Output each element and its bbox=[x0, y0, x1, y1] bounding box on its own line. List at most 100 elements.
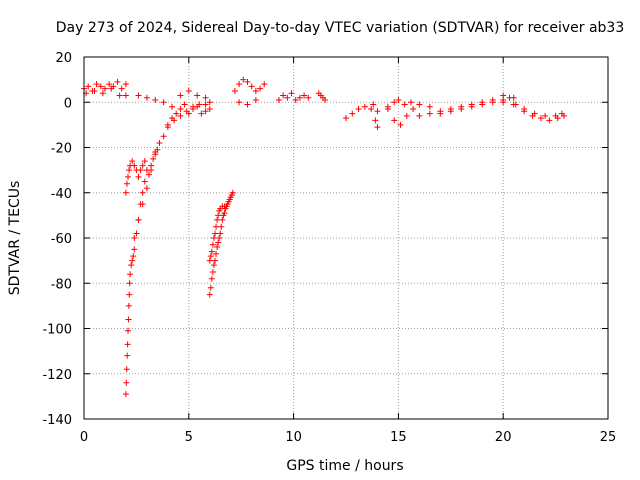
data-point bbox=[212, 257, 218, 264]
data-point bbox=[391, 99, 398, 106]
data-point bbox=[122, 189, 129, 196]
data-point bbox=[131, 246, 138, 253]
data-point bbox=[401, 101, 408, 108]
series-arc-late-a bbox=[343, 103, 381, 122]
grid bbox=[84, 57, 608, 419]
x-tick-label: 20 bbox=[495, 430, 512, 445]
data-point bbox=[214, 216, 221, 223]
data-point bbox=[208, 275, 215, 282]
data-point bbox=[236, 81, 243, 88]
data-point bbox=[202, 101, 209, 108]
x-tick-label: 5 bbox=[185, 430, 193, 445]
data-point bbox=[248, 83, 255, 90]
data-point bbox=[560, 112, 567, 119]
series-arc-drop-a bbox=[122, 178, 148, 398]
data-point bbox=[125, 173, 132, 180]
series-arc-late-b bbox=[370, 96, 414, 131]
data-point bbox=[296, 94, 303, 101]
data-point bbox=[506, 94, 513, 101]
series-arc-short bbox=[275, 90, 312, 103]
data-point bbox=[106, 81, 113, 88]
data-point bbox=[280, 92, 287, 99]
data-point bbox=[546, 117, 553, 124]
series-arc-hump bbox=[135, 87, 213, 110]
chart-title: Day 273 of 2024, Sidereal Day-to-day VTE… bbox=[56, 20, 625, 36]
series-arc-mid bbox=[206, 189, 236, 298]
data-point bbox=[207, 253, 214, 260]
data-point bbox=[133, 230, 140, 237]
data-point bbox=[122, 92, 129, 99]
series-arc-early-low bbox=[83, 85, 129, 99]
data-point bbox=[123, 180, 130, 187]
series-arc-tiny bbox=[315, 90, 329, 103]
data-point bbox=[194, 92, 201, 99]
data-point bbox=[355, 106, 362, 113]
data-point bbox=[152, 151, 159, 158]
data-point bbox=[370, 101, 377, 108]
data-point bbox=[131, 162, 138, 169]
data-point bbox=[322, 96, 329, 103]
data-point bbox=[213, 250, 220, 257]
data-point bbox=[479, 99, 486, 106]
data-point bbox=[202, 94, 209, 101]
data-point bbox=[177, 92, 184, 99]
data-point bbox=[489, 96, 496, 103]
data-point bbox=[213, 223, 220, 230]
data-point bbox=[374, 108, 381, 115]
data-point bbox=[137, 167, 144, 174]
data-point bbox=[141, 158, 148, 165]
data-point bbox=[426, 110, 433, 117]
data-point bbox=[206, 257, 213, 264]
data-point bbox=[150, 155, 157, 162]
series-arc-drop-b bbox=[122, 146, 161, 196]
data-point bbox=[244, 78, 251, 85]
data-point bbox=[145, 171, 152, 178]
data-point bbox=[129, 257, 136, 264]
data-point bbox=[202, 108, 209, 115]
data-point bbox=[148, 167, 155, 174]
data-point bbox=[181, 101, 188, 108]
data-point bbox=[212, 230, 218, 237]
data-point bbox=[160, 99, 167, 106]
x-axis-label: GPS time / hours bbox=[286, 458, 403, 474]
data-point bbox=[128, 262, 135, 269]
data-point bbox=[374, 124, 381, 131]
data-point bbox=[252, 87, 259, 94]
data-point bbox=[164, 121, 171, 128]
y-tick-label: -100 bbox=[42, 323, 72, 338]
data-point bbox=[214, 244, 221, 251]
data-point bbox=[397, 121, 404, 128]
series-arc-early bbox=[81, 78, 129, 94]
data-point bbox=[301, 92, 308, 99]
data-point bbox=[101, 85, 108, 92]
data-point bbox=[512, 101, 519, 108]
y-tick-label: -40 bbox=[51, 187, 72, 202]
series-arc-late-d bbox=[416, 96, 565, 119]
data-point bbox=[131, 235, 138, 241]
data-point bbox=[183, 108, 190, 115]
data-point bbox=[207, 284, 214, 291]
data-point bbox=[216, 235, 223, 241]
data-point bbox=[219, 216, 226, 223]
x-tick-label: 0 bbox=[80, 430, 88, 445]
data-point bbox=[152, 96, 159, 103]
data-point bbox=[288, 90, 295, 97]
data-point bbox=[403, 112, 410, 119]
data-point bbox=[275, 96, 282, 103]
data-point bbox=[93, 81, 100, 88]
data-point bbox=[116, 92, 123, 99]
y-tick-labels: -140 -120 -100 -80 -60 -40 -20 0 20 bbox=[42, 51, 72, 428]
data-point bbox=[124, 352, 131, 359]
data-point bbox=[196, 101, 203, 108]
x-tick-label: 25 bbox=[600, 430, 617, 445]
data-point bbox=[500, 99, 507, 106]
data-point bbox=[209, 241, 216, 248]
data-point bbox=[139, 201, 146, 208]
data-point bbox=[99, 90, 106, 97]
data-point bbox=[160, 133, 167, 140]
data-point bbox=[125, 316, 132, 323]
data-point bbox=[261, 81, 268, 88]
data-point bbox=[135, 173, 142, 180]
data-point bbox=[231, 87, 238, 94]
data-point bbox=[123, 379, 130, 386]
